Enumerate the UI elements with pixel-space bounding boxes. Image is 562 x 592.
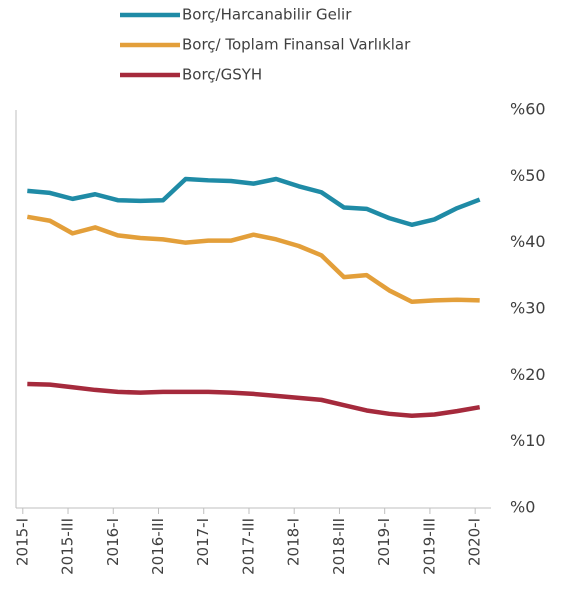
series-line: [27, 381, 481, 419]
x-tick-label: 2018-III: [330, 518, 348, 575]
y-tick-label: %30: [510, 299, 546, 318]
legend-label: Borç/GSYH: [182, 66, 262, 84]
x-tick-label: 2019-I: [375, 518, 393, 566]
legend-label: Borç/Harcanabilir Gelir: [182, 6, 352, 24]
y-tick-label: %0: [510, 498, 535, 517]
series-line: [26, 214, 480, 304]
x-tick-label: 2020-I: [466, 518, 484, 566]
x-tick-label: 2019-III: [420, 518, 438, 575]
y-tick-label: %50: [510, 166, 546, 185]
y-tick-label: %40: [510, 232, 546, 251]
y-tick-label: %20: [510, 365, 546, 384]
x-tick-label: 2015-III: [59, 518, 77, 575]
x-tick-label: 2016-III: [149, 518, 167, 575]
x-tick-label: 2015-I: [13, 518, 31, 566]
series-line: [27, 176, 481, 228]
x-tick-label: 2017-I: [194, 518, 212, 566]
legend-label: Borç/ Toplam Finansal Varlıklar: [182, 36, 411, 54]
x-tick-label: 2016-I: [104, 518, 122, 566]
y-tick-label: %10: [510, 431, 546, 450]
y-tick-label: %60: [510, 100, 546, 119]
x-tick-label: 2018-I: [285, 518, 303, 566]
x-tick-label: 2017-III: [239, 518, 257, 575]
